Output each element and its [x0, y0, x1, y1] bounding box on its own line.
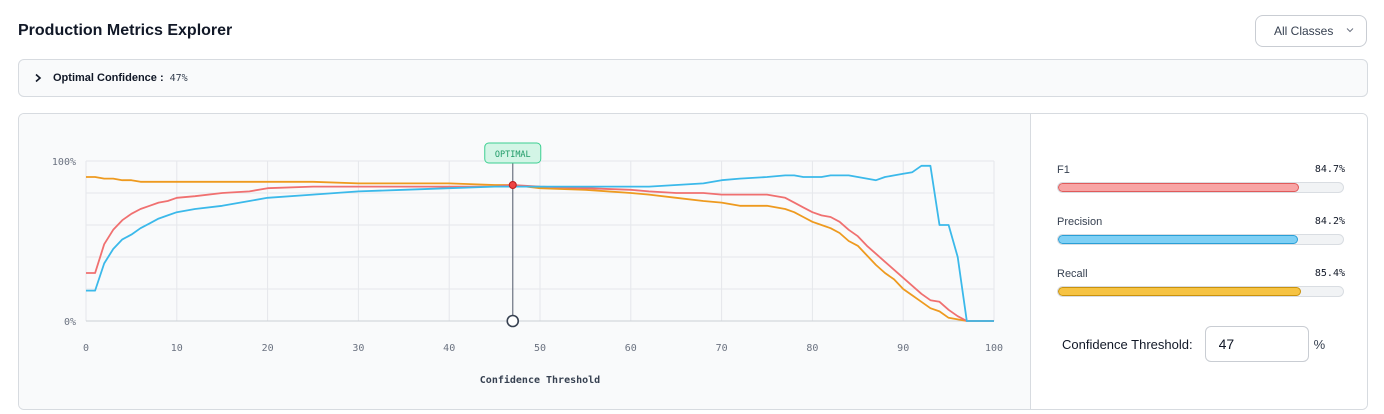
x-tick-label: 40 [443, 343, 455, 354]
page-title: Production Metrics Explorer [18, 22, 233, 39]
metrics-sidebar: F1 84.7% Precision 84.2% Recall 85.4% Co… [1032, 114, 1367, 409]
metric-precision-fill [1058, 235, 1298, 244]
x-tick-label: 70 [716, 343, 728, 354]
x-tick-label: 60 [625, 343, 637, 354]
threshold-chart[interactable]: 0 10 20 30 40 50 60 70 80 90 100 0% 100% Confidence T… [19, 114, 1031, 410]
metric-precision-value: 84.2% [1314, 216, 1345, 227]
metric-recall-fill [1058, 287, 1302, 296]
metric-recall: Recall 85.4% [1057, 268, 1345, 297]
class-select-value: All Classes [1274, 24, 1334, 38]
metric-f1-label: F1 [1057, 164, 1070, 176]
confidence-threshold-input[interactable] [1204, 326, 1309, 362]
class-select[interactable]: All Classes [1255, 15, 1367, 47]
metric-recall-label: Recall [1057, 268, 1088, 280]
optimal-badge-label: OPTIMAL [495, 150, 531, 160]
summary-value: 47% [169, 72, 188, 84]
optimal-point [508, 181, 517, 189]
x-axis-label: Confidence Threshold [480, 374, 600, 386]
metric-precision-bar [1057, 234, 1344, 245]
metric-f1-fill [1058, 183, 1300, 192]
x-tick-label: 50 [534, 343, 546, 354]
confidence-threshold-control: Confidence Threshold: % [1062, 326, 1325, 362]
metric-recall-bar [1057, 286, 1344, 297]
metric-precision-label: Precision [1057, 216, 1103, 228]
metric-f1: F1 84.7% [1057, 164, 1345, 193]
x-tick-label: 0 [83, 343, 89, 354]
optimal-badge [484, 142, 542, 164]
metric-f1-value: 84.7% [1314, 164, 1345, 175]
x-tick-label: 30 [352, 343, 364, 354]
chevron-right-icon [35, 73, 42, 83]
chevron-down-icon [1346, 28, 1354, 33]
x-tick-label: 20 [262, 343, 274, 354]
series-line-precision [86, 164, 994, 322]
metrics-panel: 0 10 20 30 40 50 60 70 80 90 100 0% 100% Confidence T… [18, 113, 1368, 410]
x-tick-label: 90 [897, 343, 909, 354]
metric-f1-bar [1057, 182, 1344, 193]
series-line-f1 [86, 184, 994, 322]
threshold-drag-handle[interactable] [506, 314, 520, 328]
summary-label: Optimal Confidence : [53, 72, 164, 84]
metric-precision: Precision 84.2% [1057, 216, 1345, 245]
x-tick-label: 80 [806, 343, 818, 354]
y-tick-label: 0% [64, 317, 76, 328]
chart-area: 0 10 20 30 40 50 60 70 80 90 100 0% 100% Confidence T… [19, 114, 1031, 410]
confidence-threshold-unit: % [1313, 336, 1326, 352]
metric-recall-value: 85.4% [1314, 268, 1345, 279]
x-tick-label: 10 [171, 343, 183, 354]
series-line-recall [86, 176, 994, 322]
y-tick-label: 100% [52, 157, 76, 168]
optimal-confidence-summary[interactable]: Optimal Confidence : 47% [18, 59, 1368, 97]
x-tick-label: 100 [985, 343, 1003, 354]
confidence-threshold-label: Confidence Threshold: [1062, 336, 1193, 352]
